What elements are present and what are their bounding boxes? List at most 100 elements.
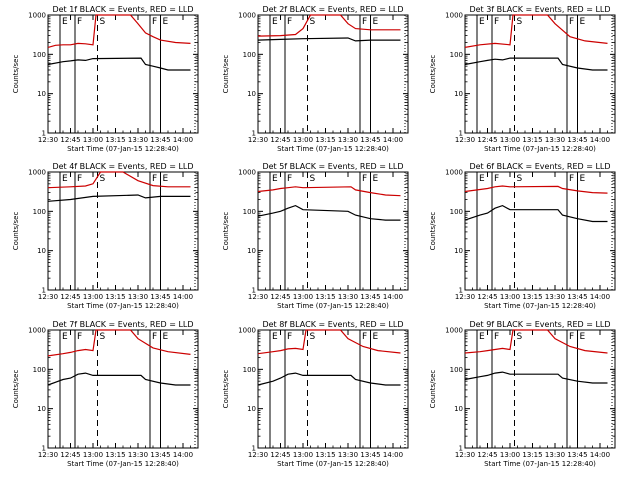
y-axis-label: Counts/sec xyxy=(12,370,20,409)
chart-panel-3: Det 3f BLACK = Events, RED = LLD 1 10 100 10… xyxy=(429,5,616,153)
series-events xyxy=(47,372,191,386)
chart-title: Det 1f BLACK = Events, RED = LLD xyxy=(52,5,193,14)
marker-label: E xyxy=(373,17,379,27)
x-tick-label: 13:45 xyxy=(360,293,380,301)
x-tick-label: 13:15 xyxy=(105,293,125,301)
series-events xyxy=(464,204,608,223)
chart-panel-6: Det 6f BLACK = Events, RED = LLD 1 10 100 10… xyxy=(429,162,616,310)
y-tick-label: 100 xyxy=(450,51,463,59)
series-lld xyxy=(47,171,191,189)
marker-label: F xyxy=(152,174,157,184)
x-tick-label: 13:30 xyxy=(338,451,358,459)
x-axis-label: Start Time (07-Jan-15 12:28:40) xyxy=(277,460,389,468)
y-tick-label: 1 xyxy=(252,130,256,138)
series-events xyxy=(257,204,401,221)
plot-frame xyxy=(464,171,616,291)
y-tick-label: 100 xyxy=(450,366,463,374)
chart-panel-7: Det 7f BLACK = Events, RED = LLD 1 10 100 10… xyxy=(12,320,199,468)
x-tick-label: 13:00 xyxy=(293,293,313,301)
plot-frame xyxy=(47,14,199,134)
x-tick-label: 12:45 xyxy=(270,451,290,459)
y-tick-label: 100 xyxy=(243,366,256,374)
y-axis-label: Counts/sec xyxy=(12,212,20,251)
marker-label: E xyxy=(272,174,278,184)
y-tick-label: 100 xyxy=(243,208,256,216)
series-events xyxy=(464,371,608,384)
marker-label: S xyxy=(310,17,316,27)
marker-label: E xyxy=(479,174,485,184)
series-lld xyxy=(464,185,608,194)
marker-label: E xyxy=(272,332,278,342)
x-tick-label: 13:15 xyxy=(522,136,542,144)
y-tick-label: 10 xyxy=(454,247,463,255)
x-tick-label: 13:30 xyxy=(128,136,148,144)
chart-title: Det 4f BLACK = Events, RED = LLD xyxy=(52,162,193,171)
series-events xyxy=(257,37,401,42)
y-axis-label: Counts/sec xyxy=(222,55,230,94)
x-tick-label: 13:45 xyxy=(150,136,170,144)
marker-label: E xyxy=(62,17,68,27)
x-axis-label: Start Time (07-Jan-15 12:28:40) xyxy=(67,145,179,153)
x-tick-label: 12:45 xyxy=(270,136,290,144)
series-lld xyxy=(257,14,401,37)
y-tick-label: 1 xyxy=(42,130,46,138)
y-tick-label: 1000 xyxy=(28,327,46,335)
chart-title: Det 8f BLACK = Events, RED = LLD xyxy=(262,320,403,329)
x-tick-label: 13:00 xyxy=(293,451,313,459)
x-tick-label: 13:45 xyxy=(360,451,380,459)
y-tick-label: 100 xyxy=(450,208,463,216)
x-tick-label: 14:00 xyxy=(173,136,193,144)
y-tick-label: 1000 xyxy=(238,169,256,177)
x-tick-label: 13:00 xyxy=(83,451,103,459)
marker-label: F xyxy=(494,174,499,184)
plot-frame xyxy=(47,171,199,291)
y-axis-label: Counts/sec xyxy=(429,212,437,251)
x-tick-label: 13:15 xyxy=(522,451,542,459)
marker-label: E xyxy=(62,332,68,342)
x-axis-label: Start Time (07-Jan-15 12:28:40) xyxy=(277,302,389,310)
y-tick-label: 1000 xyxy=(445,327,463,335)
series-events xyxy=(464,57,608,71)
marker-label: F xyxy=(152,332,157,342)
x-tick-label: 12:30 xyxy=(248,451,268,459)
x-tick-label: 13:45 xyxy=(567,136,587,144)
marker-label: E xyxy=(163,17,169,27)
x-tick-label: 12:45 xyxy=(477,451,497,459)
marker-label: F xyxy=(287,332,292,342)
plot-frame xyxy=(464,14,616,134)
marker-label: S xyxy=(310,174,316,184)
marker-label: S xyxy=(310,332,316,342)
marker-label: E xyxy=(580,17,586,27)
plot-frame xyxy=(47,329,199,449)
marker-label: F xyxy=(494,332,499,342)
x-tick-label: 13:15 xyxy=(315,293,335,301)
y-tick-label: 1000 xyxy=(445,169,463,177)
marker-label: S xyxy=(100,174,106,184)
x-tick-label: 13:45 xyxy=(360,136,380,144)
y-tick-label: 1000 xyxy=(238,327,256,335)
x-tick-label: 13:15 xyxy=(315,136,335,144)
plot-frame xyxy=(257,329,409,449)
y-tick-label: 1000 xyxy=(28,12,46,20)
plot-frame xyxy=(257,14,409,134)
y-axis-label: Counts/sec xyxy=(222,212,230,251)
x-tick-label: 14:00 xyxy=(383,136,403,144)
x-axis-label: Start Time (07-Jan-15 12:28:40) xyxy=(277,145,389,153)
x-tick-label: 13:30 xyxy=(128,451,148,459)
marker-label: E xyxy=(580,174,586,184)
y-tick-label: 10 xyxy=(454,90,463,98)
x-tick-label: 12:45 xyxy=(477,293,497,301)
x-tick-label: 12:30 xyxy=(38,451,58,459)
marker-label: S xyxy=(517,174,523,184)
x-tick-label: 14:00 xyxy=(173,293,193,301)
x-axis-label: Start Time (07-Jan-15 12:28:40) xyxy=(484,302,596,310)
y-tick-label: 100 xyxy=(33,366,46,374)
marker-label: E xyxy=(62,174,68,184)
y-tick-label: 10 xyxy=(37,90,46,98)
plot-frame xyxy=(257,171,409,291)
x-tick-label: 12:45 xyxy=(60,136,80,144)
series-lld xyxy=(257,329,401,355)
series-events xyxy=(257,372,401,386)
